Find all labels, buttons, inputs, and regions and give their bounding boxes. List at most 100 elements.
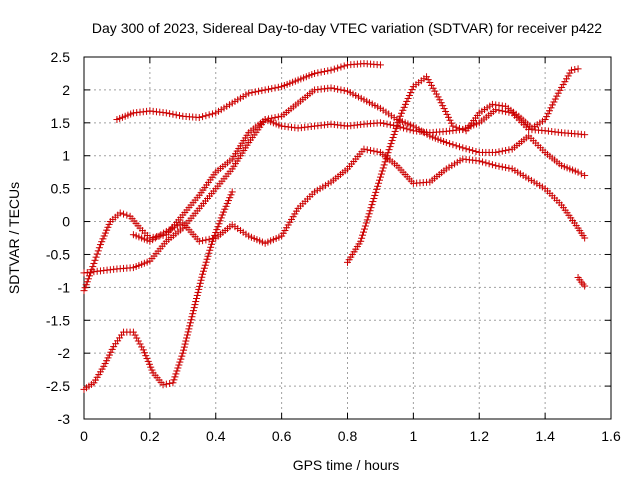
- y-tick-label: -2: [58, 345, 71, 361]
- data-point: [462, 145, 470, 153]
- data-point: [544, 110, 552, 118]
- data-point: [386, 143, 394, 151]
- data-point: [162, 109, 170, 117]
- x-tick-label: 0.6: [272, 428, 292, 444]
- data-point: [195, 285, 203, 293]
- data-point: [123, 211, 131, 219]
- data-point: [205, 249, 213, 257]
- data-point: [452, 142, 460, 150]
- data-point: [401, 100, 409, 108]
- data-point: [90, 259, 98, 267]
- data-point: [442, 139, 450, 147]
- data-point: [82, 281, 90, 289]
- data-point: [84, 275, 92, 283]
- data-point: [172, 370, 180, 378]
- data-point: [205, 235, 213, 243]
- data-point: [91, 256, 99, 264]
- data-point: [407, 89, 415, 97]
- data-point: [162, 380, 170, 388]
- data-point: [556, 86, 564, 94]
- data-point: [208, 235, 216, 243]
- data-point: [197, 276, 205, 284]
- data-point: [221, 205, 229, 213]
- data-point: [120, 210, 128, 218]
- data-point: [567, 66, 575, 74]
- data-point: [485, 160, 493, 168]
- data-point: [340, 62, 348, 70]
- data-point: [330, 85, 338, 93]
- data-point: [360, 225, 368, 233]
- data-point: [220, 208, 228, 216]
- y-tick-label: -0.5: [46, 246, 70, 262]
- data-point: [391, 127, 399, 135]
- data-point: [377, 170, 385, 178]
- y-tick-label: -3: [58, 411, 71, 427]
- data-point: [581, 171, 589, 179]
- data-point: [142, 352, 150, 360]
- series-sat-g: [574, 273, 589, 290]
- data-point: [83, 278, 91, 286]
- data-point: [446, 116, 454, 124]
- data-point: [551, 95, 559, 103]
- data-point: [251, 88, 259, 96]
- data-point: [380, 161, 388, 169]
- data-point: [361, 222, 369, 230]
- data-point: [406, 126, 414, 134]
- data-point: [169, 379, 177, 387]
- data-point: [396, 123, 404, 131]
- data-point: [261, 116, 269, 124]
- data-point: [169, 110, 177, 118]
- y-tick-label: 2: [62, 82, 70, 98]
- y-tick-label: 0: [62, 214, 70, 230]
- data-point: [104, 223, 112, 231]
- series-sat-d: [80, 188, 236, 393]
- data-point: [389, 134, 397, 142]
- data-point: [116, 209, 124, 217]
- data-point: [405, 92, 413, 100]
- data-point: [449, 141, 457, 149]
- data-point: [199, 267, 207, 275]
- data-point: [105, 220, 113, 228]
- data-point: [561, 78, 569, 86]
- data-point: [505, 164, 513, 172]
- data-point: [581, 234, 589, 242]
- data-point: [190, 304, 198, 312]
- data-point: [245, 89, 253, 97]
- data-point: [206, 246, 214, 254]
- data-point: [363, 146, 371, 154]
- data-point: [268, 114, 276, 122]
- data-point: [384, 149, 392, 157]
- data-point: [198, 273, 206, 281]
- data-point: [380, 119, 388, 127]
- data-point: [459, 144, 467, 152]
- data-point: [225, 197, 233, 205]
- data-point: [446, 140, 454, 148]
- chart-title: Day 300 of 2023, Sidereal Day-to-day VTE…: [92, 20, 602, 36]
- data-point: [475, 157, 483, 165]
- data-point: [374, 182, 382, 190]
- data-point: [495, 162, 503, 170]
- data-point: [174, 364, 182, 372]
- data-point: [228, 188, 236, 196]
- data-point: [200, 264, 208, 272]
- data-point: [185, 325, 193, 333]
- data-point: [337, 86, 345, 94]
- data-point: [379, 164, 387, 172]
- data-point: [208, 110, 216, 118]
- data-point: [202, 258, 210, 266]
- data-point: [396, 112, 404, 120]
- data-point: [186, 319, 194, 327]
- data-point: [193, 291, 201, 299]
- data-point: [327, 84, 335, 92]
- data-point: [311, 69, 319, 77]
- data-point: [447, 119, 455, 127]
- x-tick-label: 0.2: [140, 428, 160, 444]
- data-point: [431, 87, 439, 95]
- data-point: [330, 65, 338, 73]
- data-point: [498, 147, 506, 155]
- data-point: [248, 89, 256, 97]
- series-sat-f: [344, 65, 582, 266]
- data-point: [472, 148, 480, 156]
- data-point: [550, 98, 558, 106]
- data-point: [375, 179, 383, 187]
